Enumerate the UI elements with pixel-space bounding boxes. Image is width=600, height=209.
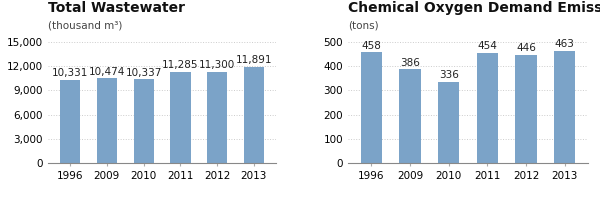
Text: 336: 336 [439,70,458,80]
Text: 11,300: 11,300 [199,60,235,70]
Bar [133,79,154,163]
Text: 10,337: 10,337 [125,68,162,78]
Text: Total Wastewater: Total Wastewater [48,1,185,15]
Text: (thousand m³): (thousand m³) [48,21,122,31]
Text: 463: 463 [555,39,575,49]
Bar [361,52,382,163]
Bar [438,82,459,163]
Bar [244,67,264,163]
Bar [477,53,498,163]
Bar [60,80,80,163]
Text: 454: 454 [478,42,497,51]
Text: 11,285: 11,285 [162,60,199,70]
Text: 11,891: 11,891 [236,55,272,65]
Text: 446: 446 [516,43,536,54]
Bar [97,78,117,163]
Bar [554,51,575,163]
Bar [170,72,191,163]
Text: 458: 458 [361,41,381,51]
Text: Chemical Oxygen Demand Emissions: Chemical Oxygen Demand Emissions [348,1,600,15]
Bar [515,55,537,163]
Text: 10,474: 10,474 [89,67,125,77]
Text: 386: 386 [400,58,420,68]
Bar [207,72,227,163]
Bar [399,69,421,163]
Text: (tons): (tons) [348,21,379,31]
Text: 10,331: 10,331 [52,68,88,78]
